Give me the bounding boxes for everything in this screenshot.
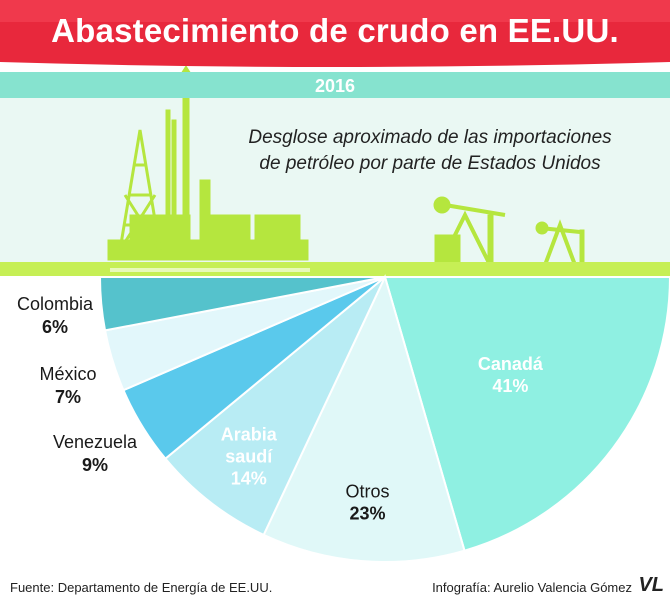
slice-value: 23% — [350, 504, 386, 524]
page-title: Abastecimiento de crudo en EE.UU. — [51, 12, 619, 49]
slice-value: 14% — [231, 469, 267, 489]
slice-value: 7% — [55, 387, 81, 407]
slice-label: Venezuela — [53, 432, 138, 452]
pie-slice-canadá — [383, 276, 670, 552]
pie-slice-otros — [262, 274, 466, 563]
year-bar — [0, 72, 670, 98]
slice-label: saudí — [225, 447, 273, 467]
subtitle-line-2: de petróleo por parte de Estados Unidos — [259, 153, 601, 174]
chart-subtitle: Desglose aproximado de las importaciones… — [200, 125, 660, 177]
oil-industry-illustration — [107, 65, 585, 266]
subtitle-line-1: Desglose aproximado de las importaciones — [248, 127, 612, 148]
publisher-logo: VL — [638, 574, 664, 596]
source-note: Fuente: Departamento de Energía de EE.UU… — [10, 580, 273, 595]
slice-label: Otros — [346, 482, 390, 502]
ground-strip — [0, 262, 670, 276]
year-label: 2016 — [314, 76, 356, 96]
slice-value: 9% — [82, 455, 108, 475]
slice-label: Colombia — [17, 294, 94, 314]
slice-label: Arabia — [221, 425, 278, 445]
slice-label: México — [39, 364, 96, 384]
title-banner — [0, 0, 670, 67]
pie-slice-colombia — [98, 276, 386, 332]
pie-slice-arabia-saudí — [163, 276, 386, 537]
slice-value: 41% — [492, 376, 528, 396]
slice-label: Canadá — [478, 354, 544, 374]
credit-note: Infografía: Aurelio Valencia Gómez — [432, 580, 632, 595]
slice-value: 6% — [42, 317, 68, 337]
